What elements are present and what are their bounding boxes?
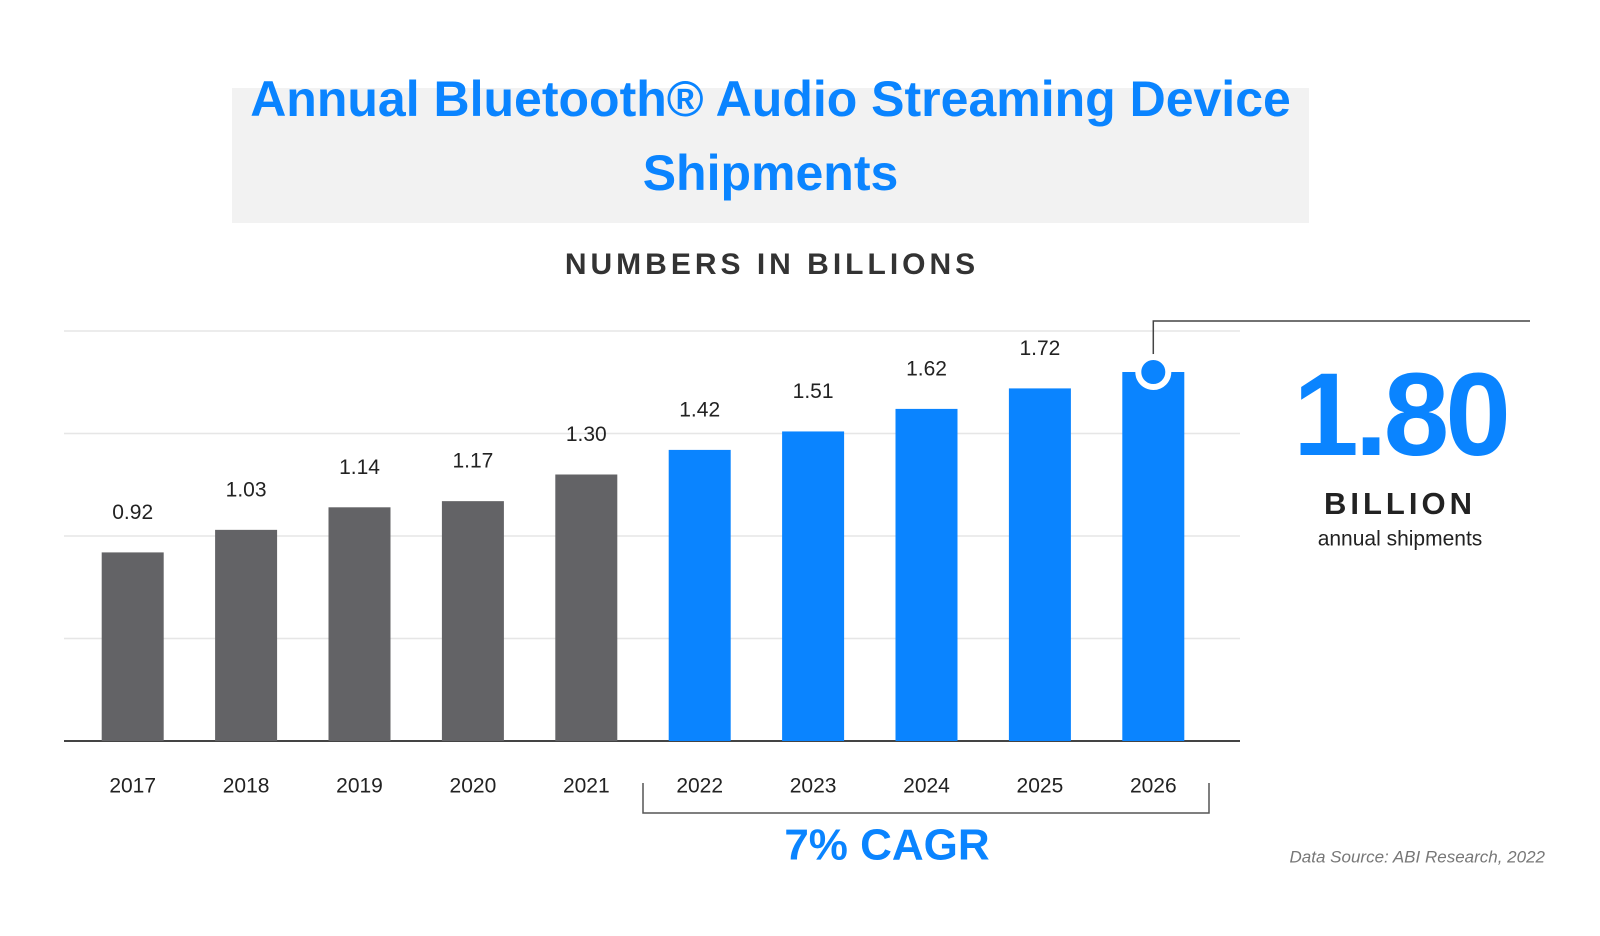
x-tick-label: 2019	[336, 775, 383, 798]
cagr-bracket	[642, 783, 1210, 814]
value-label: 1.51	[793, 380, 834, 403]
callout-value: 1.80	[1293, 349, 1507, 481]
title-box	[232, 88, 1309, 223]
value-label: 0.92	[112, 501, 153, 524]
value-label: 1.62	[906, 357, 947, 380]
value-label: 1.03	[226, 478, 267, 501]
bar	[555, 474, 618, 741]
value-label: 1.17	[452, 450, 493, 473]
callout-text: annual shipments	[1318, 528, 1483, 551]
bar	[895, 408, 958, 741]
bar	[782, 431, 845, 741]
value-label: 1.72	[1019, 337, 1060, 360]
bar	[215, 529, 278, 741]
x-tick-label: 2023	[790, 775, 837, 798]
bar	[328, 507, 391, 741]
x-tick-label: 2026	[1130, 775, 1177, 798]
value-label: 1.14	[339, 456, 380, 479]
bar	[441, 501, 504, 741]
callout-unit: BILLION	[1324, 486, 1476, 521]
x-tick-label: 2017	[109, 775, 156, 798]
x-tick-label: 2018	[223, 775, 270, 798]
x-tick-label: 2022	[676, 775, 723, 798]
bar	[101, 552, 164, 741]
source: Data Source: ABI Research, 2022	[1290, 847, 1546, 866]
x-tick-label: 2021	[563, 775, 610, 798]
chart-title: Annual Bluetooth® Audio Streaming Device…	[250, 71, 1291, 201]
x-tick-label: 2025	[1017, 775, 1064, 798]
x-tick-label: 2020	[450, 775, 497, 798]
value-label: 1.42	[679, 398, 720, 421]
bar	[668, 449, 731, 741]
callout-dot	[1135, 354, 1172, 390]
x-tick-label: 2024	[903, 775, 950, 798]
bar	[1122, 372, 1185, 741]
bar	[1008, 388, 1071, 741]
annotation: 7% CAGR	[784, 821, 989, 870]
subtitle: NUMBERS IN BILLIONS	[565, 248, 979, 281]
value-label: 1.30	[566, 423, 607, 446]
